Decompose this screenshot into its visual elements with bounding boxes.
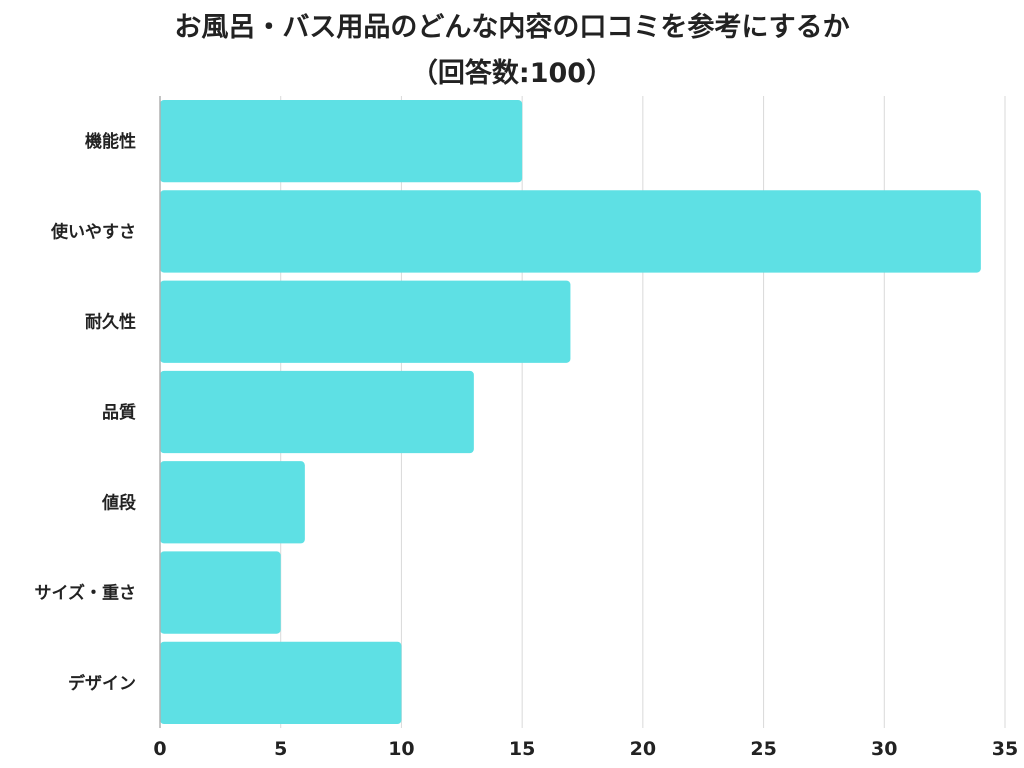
- bar: [160, 551, 281, 634]
- category-label: 値段: [101, 492, 136, 513]
- category-label: サイズ・重さ: [35, 583, 137, 604]
- bar: [160, 461, 305, 544]
- bar: [160, 641, 402, 724]
- category-label: 耐久性: [85, 312, 136, 333]
- bar: [160, 100, 523, 183]
- x-tick-label: 0: [153, 738, 166, 760]
- category-label: デザイン: [68, 673, 136, 694]
- x-tick-label: 30: [871, 738, 897, 760]
- bar: [160, 370, 474, 454]
- bar: [160, 190, 981, 273]
- category-label: 機能性: [85, 131, 136, 152]
- x-tick-label: 20: [630, 738, 656, 760]
- x-tick-label: 35: [992, 738, 1018, 760]
- x-tick-label: 15: [509, 738, 535, 760]
- bar: [160, 280, 571, 363]
- category-label: 使いやすさ: [50, 221, 136, 242]
- category-label: 品質: [102, 402, 136, 423]
- chart-title: お風呂・バス用品のどんな内容の口コミを参考にするか: [174, 12, 850, 43]
- chart-subtitle: （回答数:100）: [410, 58, 614, 89]
- x-tick-label: 10: [388, 738, 414, 760]
- x-tick-label: 5: [274, 738, 287, 760]
- x-tick-label: 25: [750, 738, 776, 760]
